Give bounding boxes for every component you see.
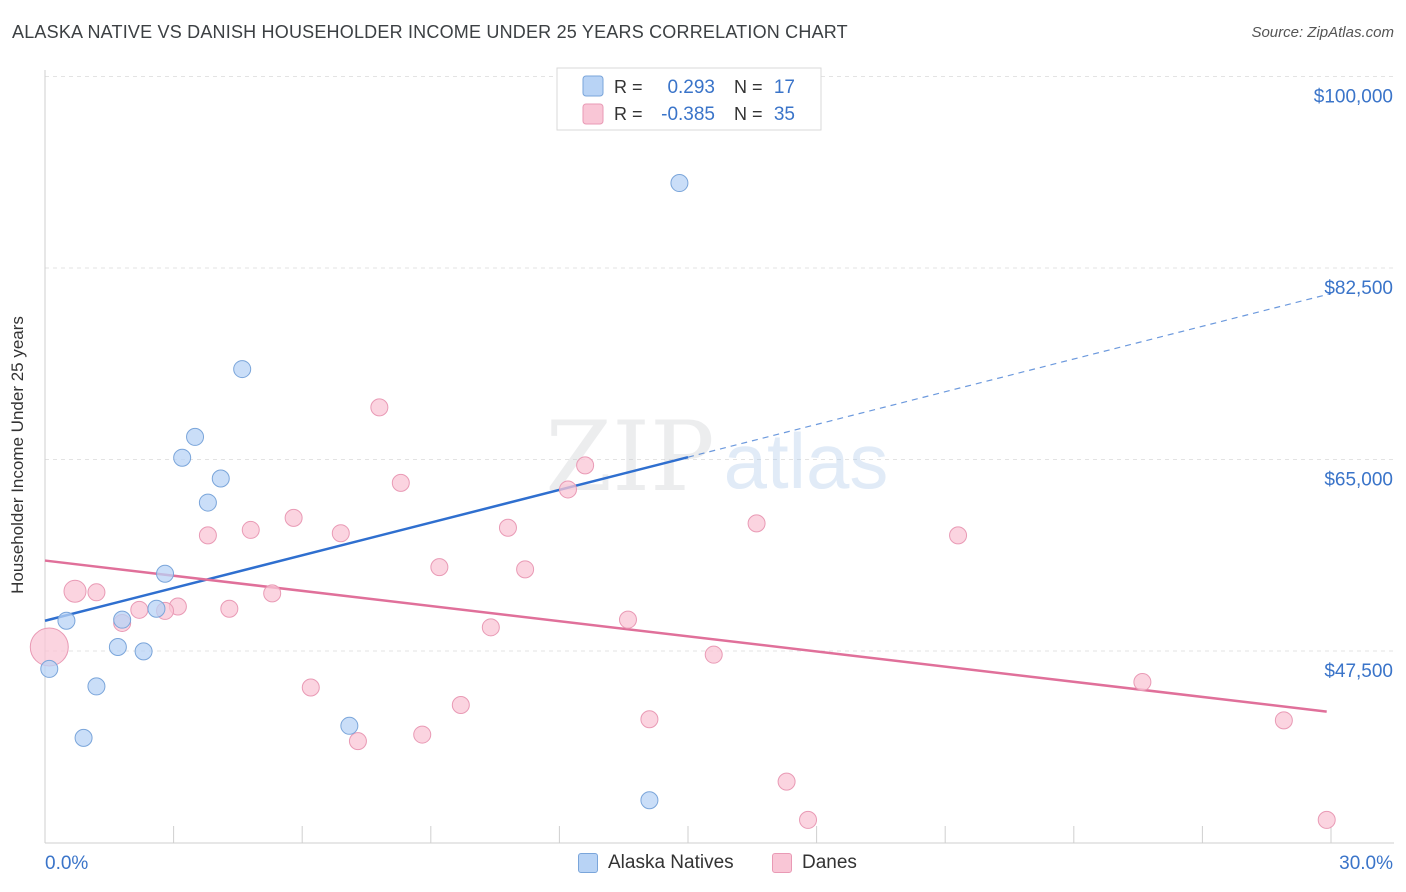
point-danes-30 — [799, 810, 818, 829]
axes — [44, 70, 1394, 844]
x-tick-label-min: 0.0% — [45, 853, 88, 874]
legend-swatch-danes — [772, 853, 792, 873]
point-alaska-natives-5 — [134, 642, 153, 661]
legend-r-label-0: R = — [614, 77, 643, 97]
y-axis-label-wrap: Householder Income Under 25 years — [8, 316, 38, 594]
data-points — [29, 174, 1336, 829]
y-tick-label-3: $47,500 — [1324, 661, 1393, 682]
legend-r-value-1: -0.385 — [661, 104, 715, 125]
point-danes-24 — [576, 456, 595, 475]
point-danes-26 — [640, 710, 659, 729]
point-alaska-natives-9 — [173, 448, 192, 467]
point-alaska-natives-8 — [156, 564, 175, 583]
chart-title: ALASKA NATIVE VS DANISH HOUSEHOLDER INCO… — [12, 22, 848, 42]
legend-box: R = 0.293 N = 17 R = -0.385 N = 35 — [556, 67, 822, 131]
legend-n-label-0: N = — [734, 77, 763, 97]
y-tick-label-2: $65,000 — [1324, 469, 1393, 490]
point-danes-7 — [198, 526, 217, 545]
point-danes-14 — [348, 732, 367, 751]
bottom-legend: Alaska Natives Danes — [0, 852, 1406, 878]
legend-r-label-1: R = — [614, 104, 643, 124]
point-danes-4 — [130, 600, 149, 619]
x-tick-label-max: 30.0% — [1339, 853, 1393, 874]
point-alaska-natives-11 — [198, 493, 217, 512]
point-danes-33 — [1274, 711, 1293, 730]
point-danes-2 — [87, 583, 106, 602]
point-alaska-natives-16 — [670, 174, 689, 193]
point-danes-17 — [413, 725, 432, 744]
point-danes-21 — [498, 518, 517, 537]
point-danes-19 — [451, 696, 470, 715]
point-alaska-natives-2 — [87, 677, 106, 696]
point-danes-8 — [220, 599, 239, 618]
point-danes-34 — [1317, 810, 1336, 829]
point-alaska-natives-13 — [233, 360, 252, 379]
point-alaska-natives-3 — [74, 728, 93, 747]
y-tick-labels: $100,000 $82,500 $65,000 $47,500 — [1314, 86, 1393, 682]
point-danes-13 — [331, 524, 350, 543]
trend-lines — [44, 292, 1332, 713]
point-danes-9 — [241, 520, 260, 539]
point-danes-29 — [777, 772, 796, 791]
point-alaska-natives-0 — [40, 659, 59, 678]
point-danes-23 — [558, 480, 577, 499]
y-tick-label-0: $100,000 — [1314, 86, 1393, 107]
legend-label-danes: Danes — [802, 852, 857, 873]
legend-n-label-1: N = — [734, 104, 763, 124]
point-alaska-natives-7 — [147, 599, 166, 618]
point-danes-22 — [516, 560, 535, 579]
point-danes-28 — [747, 514, 766, 533]
trend-line-alaska-natives — [44, 455, 689, 622]
point-danes-18 — [430, 558, 449, 577]
point-alaska-natives-4 — [108, 638, 127, 657]
legend-swatch-alaska-natives — [578, 853, 598, 873]
point-danes-1 — [63, 579, 87, 603]
watermark: ZIP atlas — [545, 401, 888, 513]
point-danes-15 — [370, 398, 389, 417]
trend-line-alaska-natives-extension — [687, 292, 1332, 458]
point-alaska-natives-10 — [186, 427, 205, 446]
legend-n-value-1: 35 — [774, 104, 795, 125]
point-danes-25 — [618, 610, 637, 629]
point-danes-27 — [704, 645, 723, 664]
y-axis-label: Householder Income Under 25 years — [8, 316, 27, 594]
x-tick-labels: 0.0% 30.0% — [45, 853, 1393, 874]
trend-line-danes — [44, 559, 1327, 713]
legend-label-alaska-natives: Alaska Natives — [608, 852, 734, 873]
legend-item-danes[interactable]: Danes — [772, 852, 857, 874]
watermark-atlas: atlas — [724, 417, 889, 505]
point-alaska-natives-15 — [640, 791, 659, 810]
point-alaska-natives-14 — [340, 716, 359, 735]
legend-item-alaska-natives[interactable]: Alaska Natives — [578, 852, 734, 874]
point-danes-11 — [284, 508, 303, 527]
point-alaska-natives-12 — [211, 469, 230, 488]
y-tick-label-1: $82,500 — [1324, 278, 1393, 299]
point-danes-20 — [481, 618, 500, 637]
point-danes-10 — [263, 584, 282, 603]
point-alaska-natives-1 — [57, 611, 76, 630]
legend-r-value-0: 0.293 — [667, 77, 715, 98]
point-danes-12 — [301, 678, 320, 697]
point-danes-16 — [391, 473, 410, 492]
point-alaska-natives-6 — [113, 610, 132, 629]
legend-swatch-pink — [582, 103, 604, 125]
legend-n-value-0: 17 — [774, 77, 795, 98]
point-danes-31 — [949, 526, 968, 545]
source-credit: Source: ZipAtlas.com — [1251, 24, 1394, 41]
point-danes-32 — [1133, 673, 1152, 692]
legend-swatch-blue — [582, 75, 604, 97]
